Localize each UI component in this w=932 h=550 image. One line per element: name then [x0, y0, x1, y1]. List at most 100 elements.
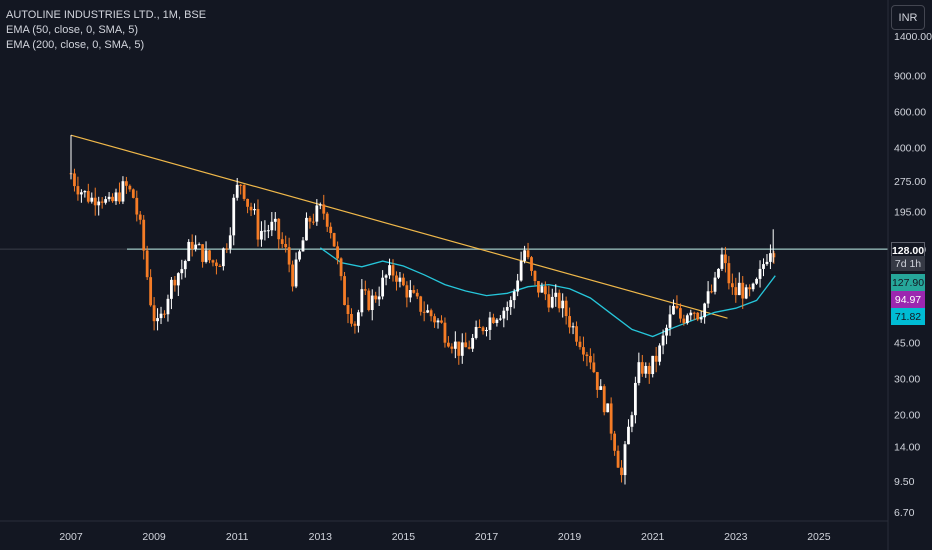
candle-body [156, 318, 159, 322]
candle-body [367, 290, 371, 311]
candle-body [263, 230, 267, 232]
candle-body [325, 213, 329, 227]
candle-body [640, 362, 644, 374]
candle-body [86, 191, 90, 202]
candle-body [744, 287, 748, 299]
x-tick-label: 2021 [641, 531, 665, 543]
candle-body [630, 415, 634, 427]
candle-body [356, 312, 360, 326]
candle-body [422, 311, 426, 313]
candle-body [651, 355, 655, 375]
candle-body [633, 382, 637, 416]
candle-body [637, 362, 641, 383]
y-tick-label: 14.00 [894, 441, 920, 453]
candle-body [111, 196, 114, 202]
candle-body [246, 198, 249, 207]
y-tick-label: 9.50 [894, 476, 915, 488]
candle-body [346, 305, 350, 315]
candle-body [706, 291, 710, 304]
candle-body [609, 403, 613, 434]
candle-body [661, 335, 665, 346]
candle-body [644, 365, 648, 374]
ema200-indicator-label[interactable]: EMA (200, close, 0, SMA, 5) [6, 39, 145, 51]
candle-body [460, 342, 464, 356]
candle-body [381, 277, 385, 297]
candle-body [163, 313, 166, 315]
candle-body [329, 226, 333, 234]
candle-body [699, 317, 703, 320]
candle-body [291, 264, 294, 287]
ema50-indicator-label[interactable]: EMA (50, close, 0, SMA, 5) [6, 24, 139, 36]
candle-body [166, 298, 170, 315]
descending-trendline[interactable] [70, 134, 728, 319]
candle-body [543, 286, 547, 295]
candle-body [204, 250, 208, 262]
candle-body [734, 287, 738, 296]
candle-body [654, 355, 658, 362]
candle-body [215, 262, 218, 266]
candle-body [592, 362, 596, 373]
candle-body [145, 250, 149, 278]
candle-body [675, 305, 679, 309]
candle-body [235, 184, 239, 198]
candle-body [578, 341, 582, 348]
candle-body [384, 275, 388, 278]
close-price-label: 127.90 [891, 274, 925, 291]
candle-body [315, 205, 319, 222]
candle-body [512, 291, 516, 301]
x-tick-label: 2007 [59, 531, 83, 543]
currency-button[interactable]: INR [891, 5, 925, 30]
x-tick-label: 2019 [558, 531, 582, 543]
candle-body [533, 270, 537, 282]
candle-body [405, 285, 409, 298]
candle-body [550, 296, 554, 308]
y-tick-label: 900.00 [894, 70, 926, 82]
candle-body [755, 278, 758, 284]
candle-body [523, 250, 526, 261]
candle-body [370, 295, 374, 311]
candle-body [751, 283, 755, 290]
candle-body [689, 312, 693, 316]
candle-body [658, 345, 662, 362]
candle-body [724, 254, 727, 264]
candle-body [426, 310, 430, 313]
candle-body [450, 346, 454, 349]
candle-body [616, 450, 620, 468]
candle-body [492, 317, 495, 324]
y-tick-label: 195.00 [894, 207, 926, 219]
y-tick-label: 20.00 [894, 410, 920, 422]
candle-body [266, 230, 270, 232]
candle-body [526, 250, 530, 258]
candle-body [83, 191, 87, 193]
candle-body [287, 247, 291, 265]
candle-body [242, 185, 246, 199]
candle-body [118, 192, 121, 202]
candle-body [505, 307, 509, 311]
candle-body [343, 276, 346, 306]
candle-body [114, 192, 118, 202]
candle-body [471, 337, 475, 349]
candle-body [627, 426, 630, 445]
candle-body [90, 197, 94, 202]
candle-body [758, 268, 762, 279]
candle-body [575, 326, 578, 342]
candle-body [620, 467, 623, 476]
candle-body [353, 323, 357, 326]
candle-body [339, 258, 343, 277]
y-tick-label: 600.00 [894, 106, 926, 118]
candle-body [588, 356, 592, 363]
candle-body [201, 244, 204, 262]
x-tick-label: 2009 [142, 531, 166, 543]
symbol-title[interactable]: AUTOLINE INDUSTRIES LTD., 1M, BSE [6, 9, 207, 21]
candle-body [308, 217, 312, 222]
candle-body [516, 280, 520, 292]
candle-body [606, 403, 610, 413]
candle-body [318, 204, 322, 206]
candle-body [79, 192, 83, 195]
candle-body [170, 279, 173, 299]
candle-body [498, 318, 502, 320]
candle-body [436, 320, 440, 323]
y-tick-label: 400.00 [894, 143, 926, 155]
candle-body [457, 341, 461, 356]
